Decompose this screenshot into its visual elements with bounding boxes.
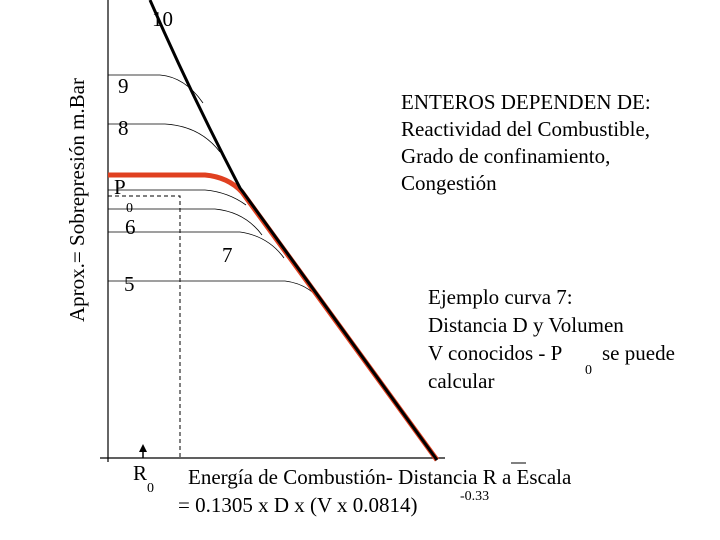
formula-exponent: -0.33 bbox=[460, 489, 489, 504]
note-subscript: 0 bbox=[585, 363, 592, 378]
curve-label: 10 bbox=[152, 7, 173, 31]
note-line: calcular bbox=[428, 369, 494, 393]
dashed-guide bbox=[108, 195, 181, 458]
r0-label: R bbox=[133, 461, 147, 485]
bounding-curve bbox=[148, 0, 439, 461]
formula-line: Energía de Combustión- Distancia R a Esc… bbox=[188, 465, 572, 489]
y-axis-label: Aprox.= Sobrepresión m.Bar bbox=[65, 78, 89, 322]
note-line: se puede bbox=[602, 341, 675, 365]
note-line: Reactividad del Combustible, bbox=[401, 117, 650, 141]
curve-family bbox=[108, 74, 329, 311]
curve bbox=[108, 123, 221, 153]
r0-subscript: 0 bbox=[147, 481, 154, 496]
curve-label: 7 bbox=[222, 243, 233, 267]
curve-7 bbox=[108, 172, 440, 462]
curve bbox=[108, 231, 285, 259]
curve bbox=[108, 280, 329, 311]
note-line: V conocidos - P bbox=[428, 341, 562, 365]
curve-label: 6 bbox=[125, 215, 136, 239]
curve bbox=[108, 208, 263, 236]
p0-label: P bbox=[114, 175, 126, 199]
curve bbox=[108, 74, 204, 104]
curve-label: 9 bbox=[118, 74, 129, 98]
r0-arrowhead bbox=[139, 444, 147, 452]
curve bbox=[108, 189, 247, 206]
note-line: Ejemplo curva 7: bbox=[428, 285, 573, 309]
formula-line: = 0.1305 x D x (V x 0.0814) bbox=[178, 493, 418, 517]
note-line: Congestión bbox=[401, 171, 497, 195]
curve-label: 8 bbox=[118, 116, 129, 140]
curve-label: 5 bbox=[124, 272, 135, 296]
note-line: Grado de confinamiento, bbox=[401, 144, 610, 168]
note-line: Distancia D y Volumen bbox=[428, 313, 624, 337]
p0-subscript: 0 bbox=[126, 201, 133, 216]
note-line: ENTEROS DEPENDEN DE: bbox=[401, 90, 651, 114]
